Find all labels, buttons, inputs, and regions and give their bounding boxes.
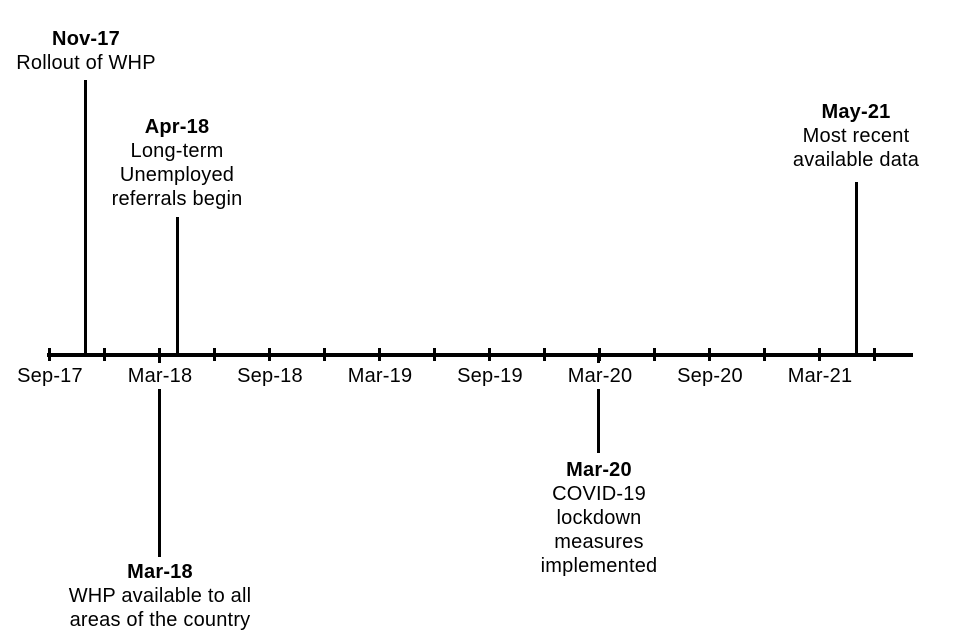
- event-description-line: available data: [792, 149, 920, 171]
- event-connector-may21: [855, 182, 858, 357]
- event-mar18: Mar-18 WHP available to all areas of the…: [50, 560, 270, 632]
- timeline-axis-ticks: [48, 348, 877, 361]
- event-description-line: measures: [554, 531, 644, 553]
- event-connector-nov17: [84, 80, 87, 357]
- event-description-line: Most recent: [802, 125, 910, 147]
- axis-label-mar20: Mar-20: [545, 363, 655, 389]
- event-description-line: implemented: [540, 555, 658, 577]
- event-description-line: areas of the country: [69, 609, 251, 631]
- axis-label-sep20: Sep-20: [655, 363, 765, 389]
- axis-label-mar21: Mar-21: [765, 363, 875, 389]
- event-description-line: lockdown: [556, 507, 642, 529]
- event-description-line: referrals begin: [111, 188, 243, 210]
- event-description-line: WHP available to all: [68, 585, 252, 607]
- event-connector-mar20: [597, 353, 600, 453]
- event-description-line: Long-term: [130, 140, 224, 162]
- event-connector-apr18: [176, 217, 179, 357]
- axis-label-sep18: Sep-18: [215, 363, 325, 389]
- axis-label-sep19: Sep-19: [435, 363, 545, 389]
- event-nov17: Nov-17 Rollout of WHP: [0, 27, 196, 75]
- event-description-line: COVID-19: [552, 483, 646, 505]
- event-date: Nov-17: [52, 28, 120, 50]
- event-connector-mar18: [158, 353, 161, 557]
- event-date: May-21: [821, 101, 891, 123]
- event-date: Mar-18: [127, 561, 193, 583]
- event-mar20: Mar-20 COVID-19 lockdown measures implem…: [489, 458, 709, 578]
- event-description-line: Rollout of WHP: [16, 52, 156, 74]
- event-date: Apr-18: [144, 116, 210, 138]
- axis-label-mar18: Mar-18: [105, 363, 215, 389]
- event-may21: May-21 Most recent available data: [746, 100, 960, 172]
- axis-label-mar19: Mar-19: [325, 363, 435, 389]
- event-description-line: Unemployed: [119, 164, 235, 186]
- event-apr18: Apr-18 Long-term Unemployed referrals be…: [67, 115, 287, 211]
- event-date: Mar-20: [566, 459, 632, 481]
- axis-label-sep17: Sep-17: [0, 363, 105, 389]
